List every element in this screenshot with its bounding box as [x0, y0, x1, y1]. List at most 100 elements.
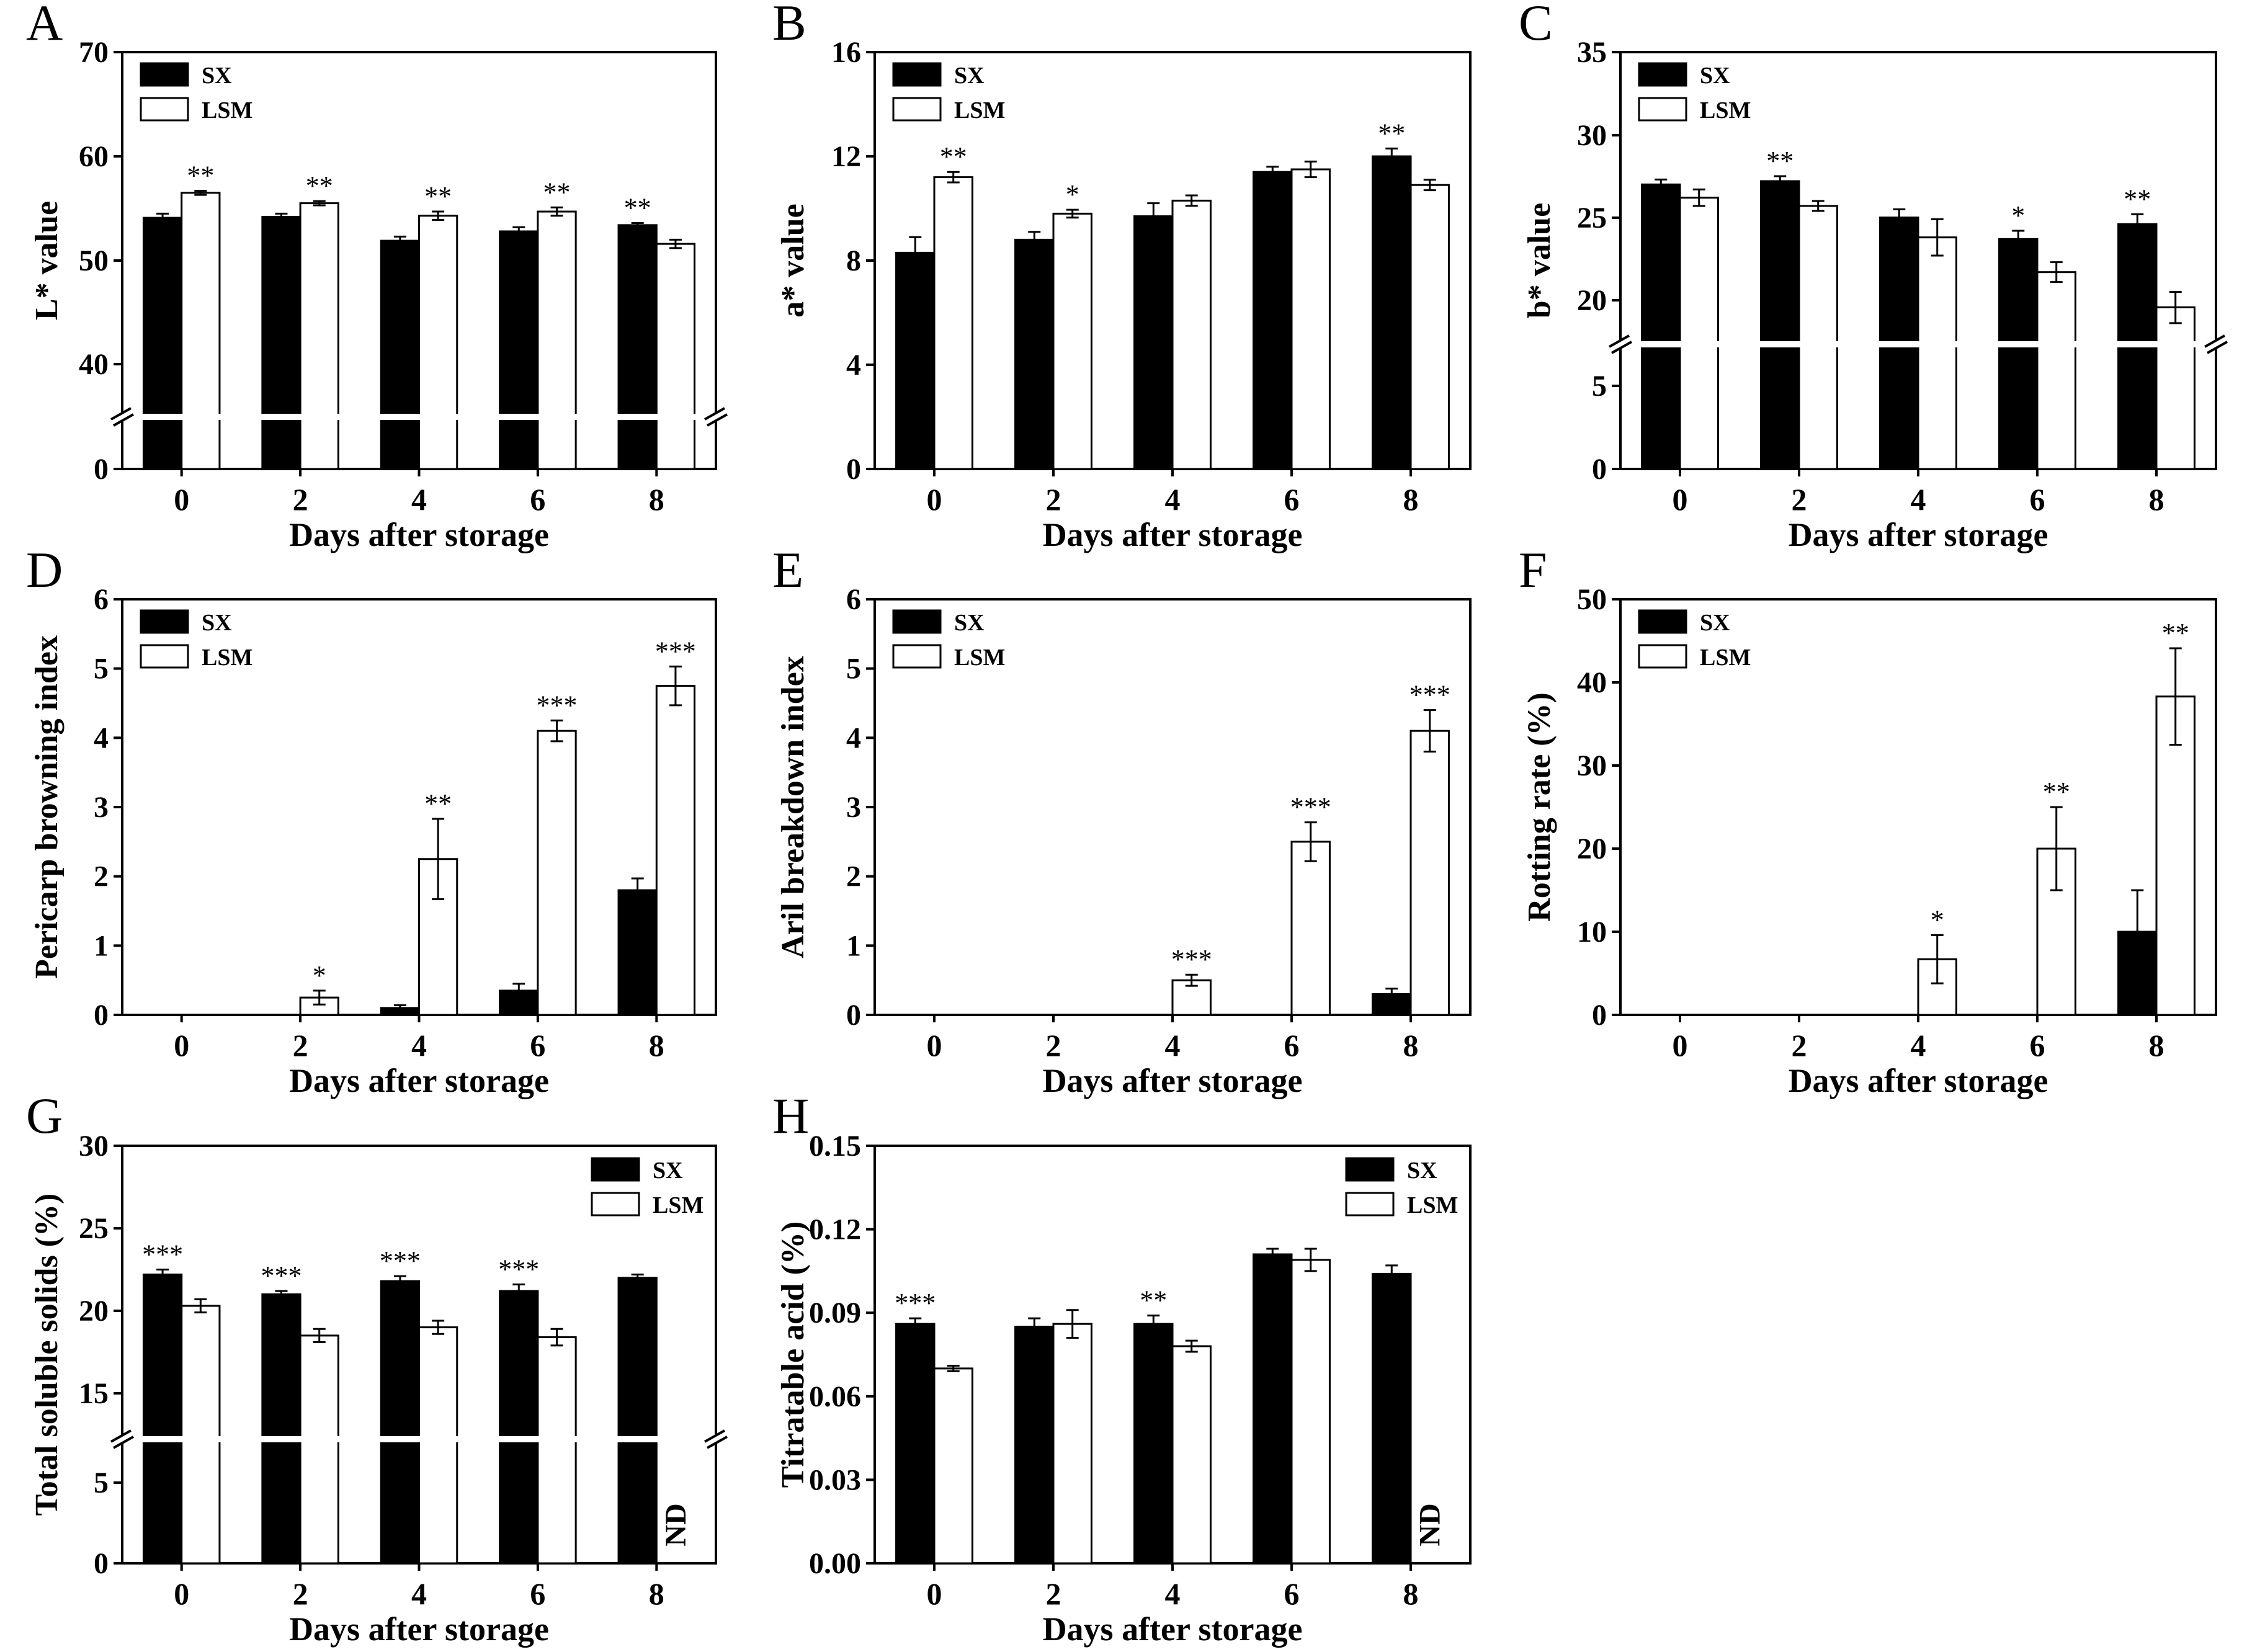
x-tick-label: 4: [411, 482, 427, 517]
axis-break-slash: [704, 407, 725, 421]
y-tick-label: 0.15: [809, 1130, 861, 1163]
axis-break-slash: [707, 413, 728, 427]
bar-sx: [617, 224, 658, 470]
significance-label: **: [2162, 618, 2189, 648]
x-tick-label: 8: [1403, 482, 1419, 517]
legend-swatch-sx: [1638, 609, 1687, 634]
bar-lsm: [1290, 841, 1331, 1016]
y-tick-label: 3: [846, 791, 861, 824]
bar-sx: [1372, 155, 1412, 470]
x-tick-label: 2: [1046, 1576, 1061, 1611]
legend-label-sx: SX: [202, 610, 232, 636]
bar-lsm: [418, 1326, 458, 1565]
y-tick-label: 16: [831, 36, 861, 69]
x-tick-label: 6: [530, 1576, 545, 1611]
x-tick-label: 4: [411, 1028, 427, 1063]
bar-sx: [1133, 215, 1174, 470]
y-axis-title: b* value: [1522, 203, 1557, 318]
legend-swatch-sx: [1345, 1157, 1395, 1182]
y-tick-label: 0.00: [809, 1547, 861, 1580]
x-axis-title: Days after storage: [1043, 516, 1303, 553]
significance-label: *: [313, 960, 326, 991]
y-tick-label: 0.09: [809, 1297, 861, 1329]
legend-label-sx: SX: [954, 63, 985, 89]
axis-break-slash: [1611, 341, 1632, 354]
x-tick-label: 6: [530, 482, 545, 517]
bar-sx: [1014, 238, 1055, 470]
significance-label: ***: [142, 1239, 183, 1270]
legend-label-sx: SX: [653, 1158, 683, 1184]
x-axis-title: Days after storage: [289, 1062, 549, 1099]
legend-label-sx: SX: [202, 63, 232, 89]
x-axis-title: Days after storage: [1789, 1062, 2048, 1099]
x-tick-label: 8: [1403, 1028, 1419, 1063]
bar-lsm: [933, 1367, 973, 1565]
x-tick-label: 0: [174, 482, 189, 517]
significance-label: ***: [380, 1246, 421, 1276]
bar-sx: [142, 217, 183, 470]
x-tick-label: 8: [649, 1028, 664, 1063]
bar-lsm: [181, 1305, 221, 1565]
axis-break-gap: [124, 1436, 714, 1442]
significance-label: ***: [537, 690, 578, 720]
y-tick-label: 2: [846, 860, 861, 893]
bar-lsm: [1290, 168, 1331, 470]
legend-swatch-sx: [140, 609, 189, 634]
legend-swatch-sx: [892, 62, 942, 87]
x-tick-label: 2: [1046, 1028, 1061, 1063]
bar-lsm: [181, 192, 221, 470]
legend-label-sx: SX: [1407, 1158, 1437, 1184]
y-tick-label: 6: [94, 583, 109, 616]
legend-label-sx: SX: [1700, 63, 1730, 89]
x-tick-label: 4: [1165, 1028, 1181, 1063]
axis-break-slash: [704, 1429, 725, 1443]
nd-label: ND: [1414, 1503, 1447, 1546]
significance-label: **: [1766, 146, 1794, 176]
x-tick-label: 6: [1284, 1028, 1300, 1063]
legend-label-lsm: LSM: [202, 97, 252, 123]
bar-sx: [1253, 1253, 1293, 1565]
x-tick-label: 0: [1673, 1028, 1688, 1063]
panel-letter: A: [26, 0, 63, 51]
y-axis-title: Titratable acid (%): [775, 1221, 811, 1488]
y-axis-title: L* value: [29, 201, 65, 320]
bar-sx: [261, 215, 302, 470]
x-tick-label: 4: [411, 1576, 427, 1611]
legend-swatch-sx: [140, 62, 189, 87]
axis-break-slash: [110, 407, 132, 421]
x-tick-label: 2: [1046, 482, 1061, 517]
y-tick-label: 0: [1592, 453, 1607, 486]
bar-sx: [499, 1290, 539, 1565]
bar-lsm: [1171, 1345, 1212, 1565]
significance-label: **: [1140, 1285, 1167, 1316]
x-tick-label: 0: [927, 1028, 942, 1063]
legend-label-lsm: LSM: [1700, 97, 1751, 123]
x-tick-label: 8: [2149, 482, 2164, 517]
x-tick-label: 0: [1673, 482, 1688, 517]
y-tick-label: 1: [94, 929, 109, 962]
significance-label: ***: [261, 1261, 302, 1291]
y-tick-label: 40: [79, 348, 109, 381]
y-tick-label: 50: [79, 244, 109, 277]
y-tick-label: 5: [94, 1467, 109, 1499]
y-tick-label: 0.06: [809, 1380, 861, 1413]
x-tick-label: 2: [293, 1576, 308, 1611]
panel-letter: C: [1519, 0, 1553, 51]
panel-a: A 0 2 4 6 8 ** ** ** ** ** 0 40 50 60 70 SX LSM Days after…: [26, 0, 728, 553]
x-tick-label: 6: [1284, 1576, 1300, 1611]
axis-break-slash: [110, 1429, 132, 1443]
y-tick-label: 0: [94, 999, 109, 1032]
y-tick-label: 0: [846, 999, 861, 1032]
panel-letter: D: [26, 542, 63, 598]
y-tick-label: 5: [1592, 370, 1607, 403]
legend-swatch-lsm: [892, 97, 942, 122]
bar-sx: [617, 1277, 658, 1565]
panel-letter: H: [772, 1087, 809, 1144]
y-tick-label: 8: [846, 244, 861, 277]
legend-swatch-lsm: [1638, 97, 1687, 122]
legend-label-sx: SX: [954, 610, 985, 636]
